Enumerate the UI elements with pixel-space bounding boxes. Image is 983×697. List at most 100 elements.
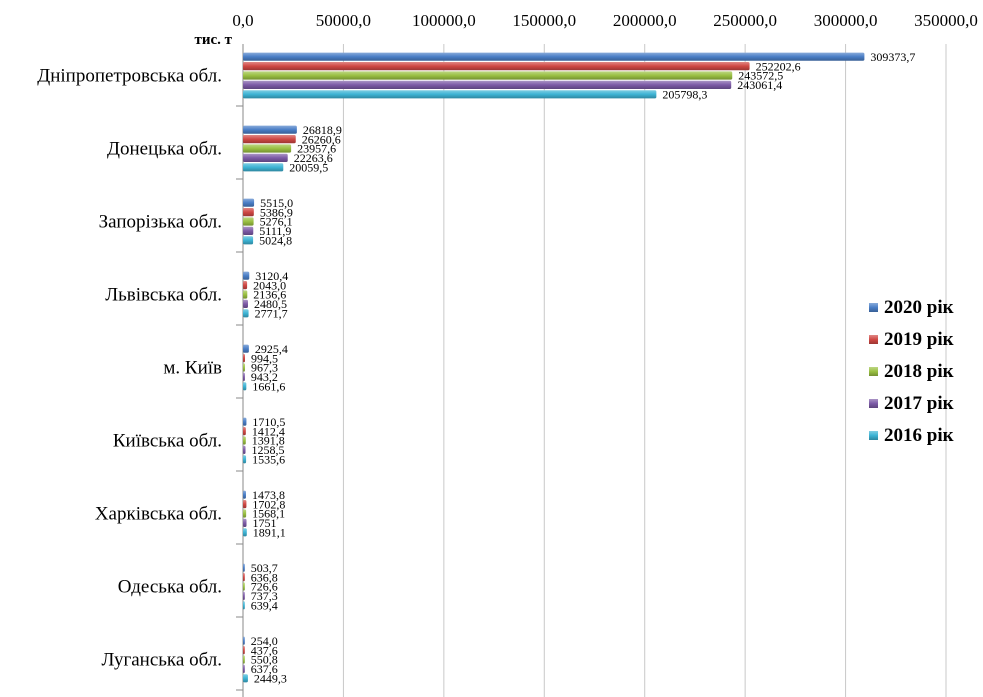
bar: [243, 309, 249, 318]
data-label: 636,8: [251, 570, 278, 584]
legend-swatch: [869, 399, 878, 408]
data-label: 1391,8: [252, 434, 285, 448]
category-label: Львівська обл.: [105, 285, 222, 306]
data-label: 1710,5: [252, 415, 285, 429]
data-label: 1751: [253, 516, 277, 530]
data-label: 1535,6: [252, 453, 285, 467]
data-label: 1661,6: [252, 380, 285, 394]
x-tick-label: 0,0: [232, 11, 253, 30]
bar: [243, 363, 245, 372]
data-label: 437,6: [251, 643, 278, 657]
category-label: Харківська обл.: [95, 504, 222, 525]
data-label: 1891,1: [253, 526, 286, 540]
data-label: 2925,4: [255, 342, 288, 356]
data-label: 550,8: [251, 653, 278, 667]
unit-label: тис. т: [194, 32, 232, 48]
bar: [243, 125, 297, 134]
legend-label: 2016 рік: [884, 425, 954, 446]
bar: [243, 372, 245, 381]
data-label: 637,6: [251, 662, 278, 676]
x-tick-label: 250000,0: [713, 11, 777, 30]
bar: [243, 135, 296, 144]
bar: [243, 236, 254, 245]
bar: [243, 90, 657, 99]
data-label: 243572,5: [738, 69, 783, 83]
x-tick-label: 200000,0: [613, 11, 677, 30]
category-label: Донецька обл.: [107, 139, 222, 160]
bar: [243, 80, 732, 89]
data-label: 5276,1: [260, 215, 293, 229]
data-label: 254,0: [251, 634, 278, 648]
bar: [243, 573, 245, 582]
legend-swatch: [869, 431, 878, 440]
bar: [243, 382, 247, 391]
data-label: 26818,9: [303, 123, 342, 137]
data-label: 5024,8: [259, 234, 292, 248]
bar: [243, 354, 245, 363]
x-tick-label: 50000,0: [316, 11, 371, 30]
data-label: 205798,3: [662, 88, 707, 102]
data-label: 22263,6: [294, 151, 333, 165]
bar: [243, 62, 750, 71]
bar: [243, 52, 865, 61]
data-label: 3120,4: [255, 269, 288, 283]
data-label: 2449,3: [254, 672, 287, 686]
data-label: 1473,8: [252, 488, 285, 502]
bar: [243, 563, 245, 572]
bar: [243, 217, 254, 226]
data-label: 967,3: [251, 361, 278, 375]
category-label: м. Київ: [163, 358, 222, 379]
bar: [243, 163, 284, 172]
bar: [243, 153, 288, 162]
data-label: 1258,5: [252, 443, 285, 457]
bar: [243, 518, 247, 527]
data-label: 23957,6: [297, 142, 336, 156]
data-label: 2043,0: [253, 278, 286, 292]
category-label: Луганська обл.: [102, 650, 222, 671]
data-label: 5515,0: [260, 196, 293, 210]
legend-label: 2018 рік: [884, 361, 954, 382]
bar: [243, 436, 246, 445]
legend-label: 2017 рік: [884, 393, 954, 414]
bar: [243, 646, 245, 655]
bar: [243, 528, 247, 537]
legend-swatch: [869, 335, 878, 344]
data-label: 243061,4: [737, 78, 782, 92]
category-label: Одеська обл.: [118, 577, 222, 598]
data-label: 2771,7: [255, 307, 288, 321]
x-tick-label: 100000,0: [412, 11, 476, 30]
bar: [243, 281, 248, 290]
data-label: 2136,6: [253, 288, 286, 302]
data-label: 309373,7: [870, 50, 915, 64]
category-label: Київська обл.: [113, 431, 222, 452]
category-labels: Дніпропетровська обл. Донецька обл. Запорі…: [37, 66, 222, 671]
bar: [243, 271, 250, 280]
bar: [243, 601, 245, 610]
data-label: 737,3: [251, 589, 278, 603]
data-label: 5111,9: [259, 224, 291, 238]
category-label: Запорізька обл.: [99, 212, 222, 233]
bar: [243, 490, 246, 499]
bar: [243, 71, 733, 80]
bar: [243, 455, 247, 464]
data-label: 252202,6: [756, 59, 801, 73]
bar: [243, 509, 247, 518]
bar: [243, 144, 292, 153]
data-label: 726,6: [251, 580, 278, 594]
data-label: 639,4: [251, 599, 278, 613]
x-axis-ticks: 0,0 50000,0 100000,0 150000,0 200000,0 250000…: [232, 11, 978, 30]
data-label: 26260,6: [302, 132, 341, 146]
legend: 2020 рік 2019 рік 2018 рік 2017 рік 2016 рік: [869, 297, 954, 446]
x-tick-label: 300000,0: [814, 11, 878, 30]
bar: [243, 299, 248, 308]
category-label: Дніпропетровська обл.: [37, 66, 222, 87]
bar: [243, 500, 247, 509]
bar: [243, 427, 246, 436]
legend-label: 2020 рік: [884, 297, 954, 318]
bar: [243, 344, 249, 353]
bar: [243, 226, 254, 235]
bar: [243, 198, 255, 207]
